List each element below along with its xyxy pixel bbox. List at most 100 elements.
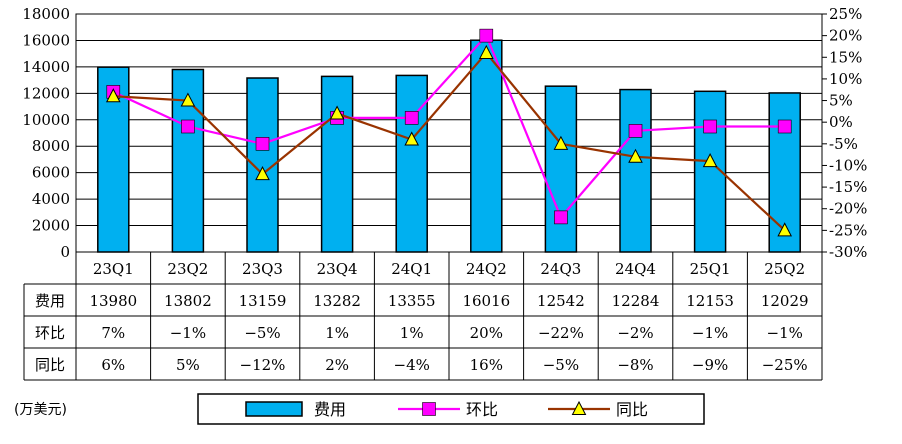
point [479,28,494,43]
right-axis-tick-label: -30% [829,243,867,261]
table-cell: −1% [692,324,728,342]
category-label: 24Q1 [391,260,432,278]
data-table: 23Q1 23Q2 23Q3 23Q4 24Q1 24Q2 24Q3 24Q4 25Q1 25Q2… [23,251,823,381]
table-cell: −5% [543,356,579,374]
left-axis-tick-label: 6000 [32,164,70,182]
legend-marker [422,402,436,416]
table-cell: 13980 [89,292,137,310]
series-line [113,51,786,232]
table-cell: 1% [400,324,424,342]
legend-marker [571,400,587,415]
right-axis-tick-label: 5% [829,92,853,110]
category-label: 23Q1 [93,260,134,278]
left-axis-tick-label: 0 [60,243,70,261]
table-cell: 1% [325,324,349,342]
table-cell: 12284 [612,292,660,310]
table-cell: −9% [692,356,728,374]
legend-label: 环比 [466,400,498,419]
table-cell: 16% [470,356,503,374]
table-cell: −25% [762,356,808,374]
table-cell: 5% [176,356,200,374]
bar [544,85,578,253]
category-label: 23Q4 [317,260,358,278]
left-axis-tick-label: 18000 [22,5,70,23]
point [703,119,717,134]
point [255,166,270,181]
left-axis-tick-label: 14000 [22,58,70,76]
category-label: 25Q2 [764,260,805,278]
right-axis-tick-label: -10% [829,156,867,174]
right-axis-tick-label: 10% [829,70,862,88]
right-axis-tick-label: -25% [829,221,867,239]
table-cell: −8% [617,356,653,374]
table-cell: −12% [240,356,286,374]
right-axis-tick-label: -15% [829,178,867,196]
category-label: 23Q2 [167,260,208,278]
point [628,148,643,163]
legend: 费用 环比 同比 [197,393,705,425]
table-cell: 7% [101,324,125,342]
point [255,137,270,151]
table-row-label: 费用 [35,292,65,310]
table-cell: 13282 [313,292,361,310]
table-cell: −4% [394,356,430,374]
table-cell: 6% [101,356,125,374]
table-cell: 16016 [462,292,510,310]
bar [320,75,354,253]
table-cell: 20% [470,324,503,342]
category-label: 24Q4 [615,260,656,278]
point [554,210,568,225]
legend-swatch [245,401,303,417]
point [777,222,793,237]
point [180,92,196,107]
left-axis-tick-label: 12000 [22,84,70,102]
table-cell: 2% [325,356,349,374]
point [628,124,643,138]
series-line [112,33,785,220]
table-row-label: 同比 [35,356,65,374]
table-cell: 13355 [388,292,436,310]
right-axis-tick-label: 20% [829,27,862,45]
table-cell: −22% [538,324,584,342]
legend-label: 同比 [616,400,648,419]
line-series [105,28,793,237]
left-axis-tick-label: 8000 [32,137,70,155]
point [702,153,718,168]
table-cell: 12153 [686,292,734,310]
left-axis-tick-label: 16000 [22,31,70,49]
bar [619,88,652,253]
table-cell: −1% [767,324,803,342]
point [553,135,569,150]
point [478,44,494,59]
point [404,131,420,146]
category-label: 24Q2 [466,260,507,278]
right-axis-tick-label: 0% [829,113,853,131]
point [777,119,792,134]
table-cell: −1% [170,324,206,342]
point [105,88,121,103]
table-cell: −2% [617,324,653,342]
legend-label: 费用 [314,400,346,419]
right-axis-tick-label: 15% [829,48,862,66]
axes: 0 2000 4000 6000 8000 10000 12000 14000 16000 180… [22,5,867,261]
category-label: 25Q1 [690,260,731,278]
table-cell: 12542 [537,292,585,310]
point [404,111,419,125]
left-axis-tick-label: 10000 [22,111,70,129]
category-label: 23Q3 [242,260,283,278]
unit-label: (万美元) [14,402,67,418]
bar [395,74,428,253]
table-cell: 13159 [239,292,287,310]
left-axis-tick-label: 2000 [32,217,70,235]
table-cell: −5% [244,324,280,342]
right-axis-tick-label: 25% [829,5,862,23]
right-axis-tick-label: -20% [829,200,867,218]
category-label: 24Q3 [540,260,581,278]
bar [470,39,503,253]
table-cell: 13802 [164,292,212,310]
left-axis-tick-label: 4000 [32,190,70,208]
point [181,119,195,134]
point [329,105,345,120]
table-cell: 12029 [761,292,809,310]
